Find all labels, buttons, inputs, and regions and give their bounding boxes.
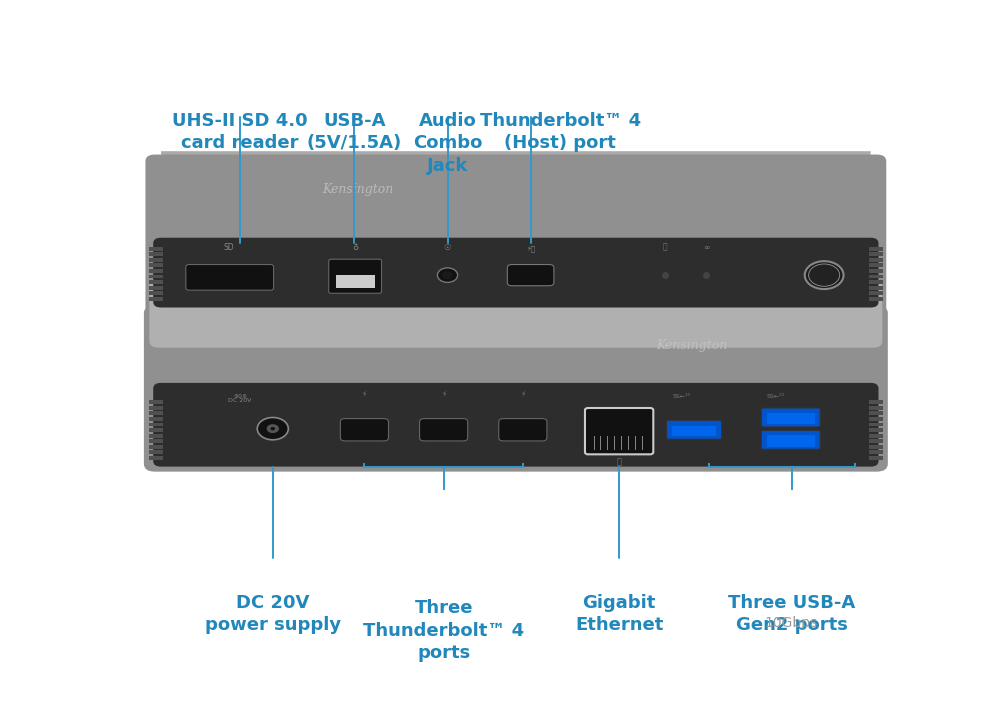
Text: ♁: ♁ <box>352 243 358 252</box>
Text: Three USB-A
Gen2 ports: Three USB-A Gen2 ports <box>727 594 855 634</box>
Text: ⚡⎯: ⚡⎯ <box>526 245 535 252</box>
FancyBboxPatch shape <box>153 238 879 307</box>
Text: 10Gbps: 10Gbps <box>765 616 819 630</box>
Bar <box>869 291 883 295</box>
FancyBboxPatch shape <box>499 418 547 441</box>
Text: SS←¹⁰: SS←¹⁰ <box>767 394 785 399</box>
Text: Three
Thunderbolt™ 4
ports: Three Thunderbolt™ 4 ports <box>363 600 524 662</box>
Circle shape <box>267 424 279 433</box>
Bar <box>767 435 815 447</box>
Text: UHS-II SD 4.0
card reader: UHS-II SD 4.0 card reader <box>172 112 308 152</box>
Text: ⚡: ⚡ <box>520 389 525 399</box>
FancyBboxPatch shape <box>420 418 468 441</box>
FancyBboxPatch shape <box>762 431 821 450</box>
Circle shape <box>271 427 276 431</box>
Bar <box>148 434 162 438</box>
Bar <box>869 434 883 438</box>
Bar <box>148 258 162 262</box>
Text: ⚡: ⚡ <box>362 389 367 399</box>
Bar <box>869 423 883 426</box>
Bar <box>869 400 883 404</box>
Bar <box>148 423 162 426</box>
FancyBboxPatch shape <box>185 265 274 290</box>
Bar <box>869 258 883 262</box>
FancyBboxPatch shape <box>329 260 382 294</box>
Bar <box>869 247 883 251</box>
Text: Audio
Combo
Jack: Audio Combo Jack <box>413 112 482 175</box>
Text: ∞: ∞ <box>703 243 709 252</box>
Bar <box>148 247 162 251</box>
Bar <box>148 400 162 404</box>
Circle shape <box>258 418 289 440</box>
FancyBboxPatch shape <box>149 278 883 348</box>
Bar <box>869 456 883 460</box>
Bar <box>672 426 716 436</box>
Text: ☉: ☉ <box>444 243 451 252</box>
Bar <box>767 413 815 424</box>
Bar <box>336 275 375 289</box>
Bar <box>148 450 162 455</box>
Bar <box>869 439 883 443</box>
Bar <box>148 275 162 278</box>
Text: Gigabit
Ethernet: Gigabit Ethernet <box>575 594 663 634</box>
Circle shape <box>809 264 840 286</box>
Text: USB-A
(5V/1.5A): USB-A (5V/1.5A) <box>307 112 402 152</box>
FancyBboxPatch shape <box>762 408 821 427</box>
Bar <box>869 275 883 278</box>
Bar <box>148 417 162 420</box>
Bar <box>148 297 162 301</box>
Bar <box>148 291 162 295</box>
Bar <box>869 286 883 290</box>
Bar <box>869 428 883 432</box>
Bar <box>148 263 162 268</box>
Text: SS←¹⁰: SS←¹⁰ <box>672 394 690 399</box>
Text: DC 20V: DC 20V <box>228 398 252 403</box>
FancyBboxPatch shape <box>585 408 653 455</box>
Bar <box>148 445 162 449</box>
Text: Kensington: Kensington <box>656 339 727 352</box>
FancyBboxPatch shape <box>153 383 879 467</box>
Text: DC 20V
power supply: DC 20V power supply <box>204 594 341 634</box>
Bar <box>148 280 162 284</box>
Bar <box>869 411 883 415</box>
Text: ⚡: ⚡ <box>441 389 446 399</box>
Bar <box>148 286 162 290</box>
Bar <box>869 406 883 410</box>
Text: Thunderbolt™ 4
(Host) port: Thunderbolt™ 4 (Host) port <box>480 112 640 152</box>
FancyBboxPatch shape <box>666 420 721 439</box>
Bar <box>869 450 883 455</box>
Bar <box>869 297 883 301</box>
Bar <box>869 252 883 256</box>
Circle shape <box>438 268 458 283</box>
FancyBboxPatch shape <box>145 154 886 313</box>
Text: ⌹: ⌹ <box>616 457 621 467</box>
Text: Kensington: Kensington <box>323 183 394 196</box>
Circle shape <box>805 261 844 289</box>
Bar <box>148 428 162 432</box>
Bar <box>148 456 162 460</box>
Bar <box>869 445 883 449</box>
Bar <box>869 263 883 268</box>
Bar <box>869 269 883 273</box>
Polygon shape <box>161 152 871 182</box>
FancyBboxPatch shape <box>144 305 888 472</box>
Text: ⊕⊖⊕: ⊕⊖⊕ <box>233 394 247 399</box>
Bar <box>148 406 162 410</box>
Circle shape <box>442 271 453 279</box>
Bar <box>148 439 162 443</box>
Bar <box>148 252 162 256</box>
Text: ⏻: ⏻ <box>662 243 667 252</box>
FancyBboxPatch shape <box>341 418 389 441</box>
Bar <box>148 269 162 273</box>
Bar <box>869 280 883 284</box>
Bar <box>148 411 162 415</box>
Text: SD: SD <box>224 243 234 252</box>
FancyBboxPatch shape <box>507 265 554 286</box>
Bar <box>869 417 883 420</box>
